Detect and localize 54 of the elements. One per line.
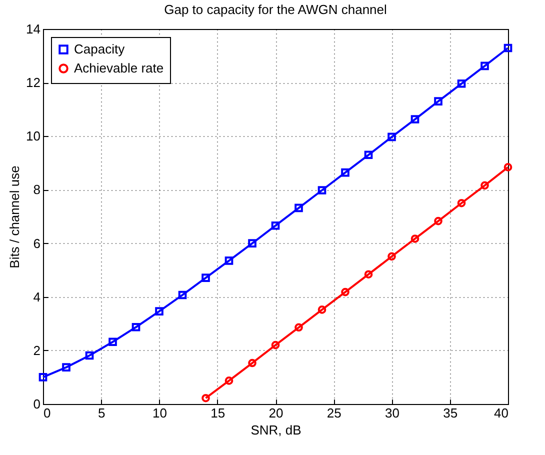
point: [318, 186, 326, 194]
point: [224, 256, 234, 265]
legend-label: Achievable rate: [74, 60, 164, 76]
y-tick-label: 12: [26, 75, 40, 90]
point: [108, 338, 117, 346]
y-tick-label: 2: [33, 342, 40, 358]
point: [294, 323, 303, 332]
point: [271, 221, 280, 230]
point: [202, 274, 210, 282]
point: [364, 150, 373, 160]
point: [457, 79, 466, 88]
point: [504, 44, 512, 52]
y-tick-label: 8: [33, 182, 40, 198]
point: [480, 181, 489, 190]
point: [38, 373, 48, 382]
x-tick-label: 30: [385, 406, 400, 420]
y-tick-label: 14: [26, 22, 40, 36]
x-tick-label: 25: [326, 406, 342, 420]
point: [248, 239, 256, 248]
y-tick-label: 10: [26, 128, 40, 144]
point: [224, 376, 234, 385]
point: [132, 322, 140, 332]
point: [388, 252, 396, 261]
y-tick-label: 6: [33, 236, 40, 251]
point: [318, 306, 326, 314]
x-tick-label: 10: [152, 406, 167, 420]
x-tick-label: 15: [210, 406, 226, 420]
point: [457, 198, 466, 208]
point: [341, 168, 350, 177]
x-tick-label: 20: [268, 406, 284, 420]
point: [434, 216, 442, 226]
x-axis-title: SNR, dB: [250, 422, 302, 438]
point: [248, 358, 256, 368]
point: [388, 132, 396, 142]
x-tick-label: 5: [98, 406, 106, 420]
x-tick-label: 0: [44, 406, 51, 420]
chart-title: Gap to capacity for the AWGN channel: [164, 2, 388, 17]
point: [62, 363, 70, 372]
point: [85, 351, 94, 360]
point: [434, 97, 442, 106]
point: [341, 288, 350, 296]
point: [294, 204, 303, 212]
point: [480, 62, 489, 70]
point: [410, 115, 420, 124]
x-tick-label: 40: [494, 406, 508, 420]
point: [155, 307, 164, 316]
point: [271, 340, 280, 350]
point: [178, 290, 187, 300]
point: [364, 270, 373, 279]
y-tick-label: 4: [33, 289, 40, 304]
y-axis-title: Bits / channel use: [7, 166, 22, 268]
point: [410, 234, 420, 243]
x-tick-label: 35: [443, 406, 458, 420]
legend-label: Capacity: [74, 42, 126, 56]
